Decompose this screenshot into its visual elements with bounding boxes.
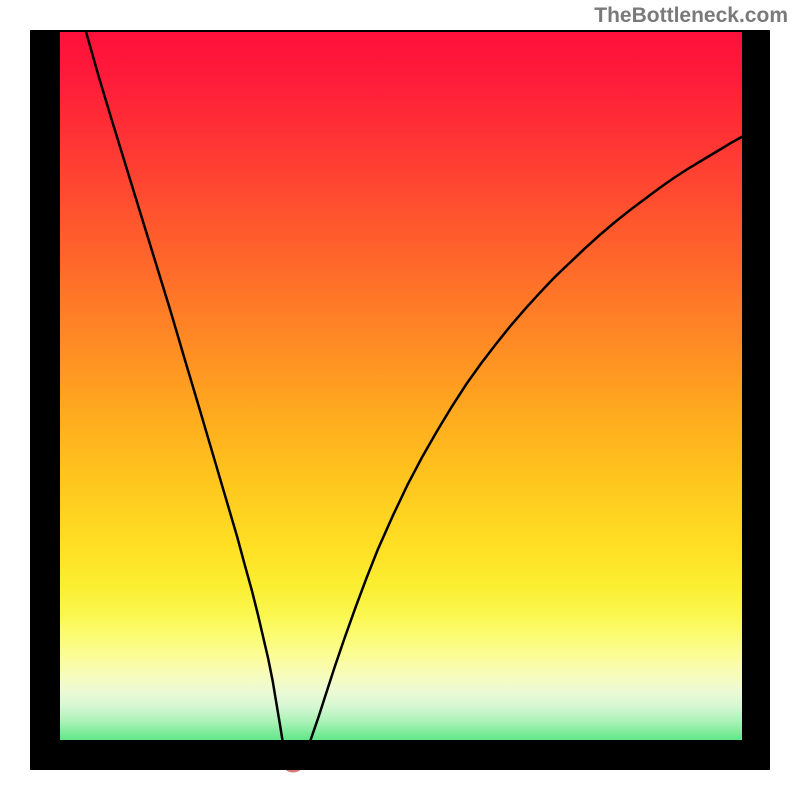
plot-area (30, 30, 770, 770)
chart-frame (30, 30, 770, 770)
gradient-background (30, 30, 770, 770)
minimum-marker (284, 760, 302, 773)
watermark-text: TheBottleneck.com (594, 4, 788, 28)
